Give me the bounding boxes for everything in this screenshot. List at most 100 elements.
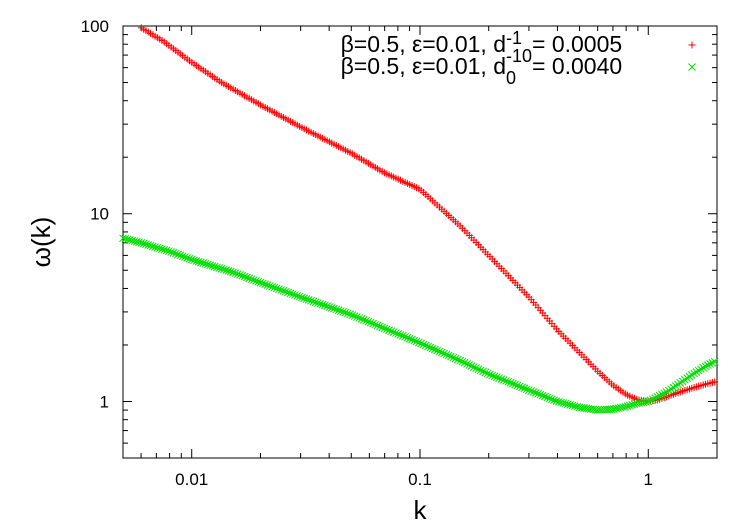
series-1-point-118 bbox=[389, 328, 398, 336]
series-1-point-51 bbox=[236, 271, 244, 279]
series-1-point-138 bbox=[435, 347, 444, 356]
series-1-point-187 bbox=[548, 395, 556, 404]
series-1-point-133 bbox=[424, 342, 432, 351]
series-1-point-111 bbox=[373, 321, 382, 330]
series-1-point-96 bbox=[339, 307, 348, 316]
series-1-point-173 bbox=[515, 382, 524, 391]
series-1-point-153 bbox=[470, 363, 478, 371]
series-1-point-191 bbox=[557, 398, 565, 407]
legend-label-red: β=0.5, ε=0.01, d bbox=[341, 31, 506, 57]
series-1-point-83 bbox=[309, 297, 318, 306]
series-1-point-181 bbox=[534, 389, 542, 398]
series-1-point-69 bbox=[277, 286, 286, 294]
series-1-point-169 bbox=[506, 378, 515, 387]
series-1-point-59 bbox=[254, 277, 263, 286]
series-1-point-147 bbox=[456, 356, 464, 365]
series-1-point-217 bbox=[616, 403, 625, 412]
series-1-point-41 bbox=[213, 263, 221, 272]
series-1-point-49 bbox=[231, 269, 240, 278]
series-1-point-100 bbox=[348, 311, 357, 319]
series-1-point-36 bbox=[201, 259, 210, 268]
series-1-point-255 bbox=[703, 361, 712, 369]
series-1-point-67 bbox=[272, 284, 281, 293]
series-1-point-175 bbox=[520, 384, 529, 393]
series-1-point-193 bbox=[561, 399, 570, 408]
series-1-point-81 bbox=[304, 296, 313, 304]
series-1-point-91 bbox=[327, 304, 336, 312]
series-1-point-257 bbox=[708, 359, 717, 367]
series-1-point-253 bbox=[699, 363, 708, 372]
series-1-point-6 bbox=[132, 237, 141, 246]
series-1-point-157 bbox=[479, 367, 487, 376]
series-1-point-174 bbox=[518, 383, 526, 392]
series-1-point-184 bbox=[541, 392, 549, 401]
series-1-point-93 bbox=[332, 305, 341, 314]
series-1-point-190 bbox=[554, 397, 563, 406]
series-1-point-160 bbox=[486, 370, 494, 379]
series-1-point-189 bbox=[552, 397, 561, 405]
series-1-point-232 bbox=[651, 394, 659, 402]
series-1-point-73 bbox=[286, 289, 295, 298]
legend: β=0.5, ε=0.01, d -1 -10 = 0.0005 β=0.5, … bbox=[341, 28, 696, 88]
series-1-point-163 bbox=[492, 373, 501, 382]
series-1-point-243 bbox=[676, 379, 685, 387]
series-1-point-71 bbox=[281, 287, 290, 296]
series-layer bbox=[119, 24, 719, 414]
series-1-point-247 bbox=[685, 372, 694, 381]
series-1-point-110 bbox=[371, 320, 380, 329]
series-1-point-7 bbox=[135, 238, 143, 247]
legend-sup-red: -1 bbox=[506, 28, 522, 48]
y-axis-label: ω(k) bbox=[26, 217, 56, 268]
series-1-point-194 bbox=[564, 400, 572, 409]
series-1-point-127 bbox=[410, 336, 419, 345]
series-1-point-129 bbox=[414, 338, 423, 347]
series-1-point-37 bbox=[204, 260, 212, 269]
series-1-point-106 bbox=[362, 316, 370, 325]
series-1-point-82 bbox=[307, 296, 315, 305]
series-1-point-236 bbox=[660, 389, 669, 398]
series-1-point-20 bbox=[165, 247, 173, 256]
series-1-point-47 bbox=[226, 267, 235, 276]
y-tick-label-2: 100 bbox=[81, 17, 109, 36]
series-1-point-60 bbox=[256, 278, 265, 287]
series-1-point-233 bbox=[653, 392, 662, 401]
series-1-point-24 bbox=[174, 250, 182, 259]
series-1-point-78 bbox=[298, 293, 306, 302]
series-1-point-130 bbox=[417, 339, 426, 348]
series-1-point-192 bbox=[559, 399, 568, 407]
series-1-point-13 bbox=[148, 242, 157, 251]
series-1-point-108 bbox=[366, 318, 375, 327]
series-1-point-155 bbox=[474, 365, 483, 374]
series-1-point-87 bbox=[318, 300, 327, 309]
series-1-point-88 bbox=[320, 301, 329, 310]
series-1-point-48 bbox=[229, 268, 237, 277]
series-1-point-61 bbox=[259, 279, 267, 288]
series-1-point-220 bbox=[623, 402, 632, 410]
series-1-point-5 bbox=[130, 237, 139, 246]
series-1-point-103 bbox=[355, 314, 364, 322]
series-1-point-161 bbox=[488, 371, 497, 380]
series-1-point-62 bbox=[261, 280, 270, 289]
series-1-point-198 bbox=[573, 402, 581, 411]
x-tick-label-0: 0.01 bbox=[175, 470, 208, 489]
series-1-point-141 bbox=[442, 350, 451, 359]
series-1-point-242 bbox=[674, 380, 682, 389]
series-1-point-28 bbox=[183, 254, 192, 262]
series-1-point-29 bbox=[185, 254, 194, 263]
series-1-point-165 bbox=[497, 375, 506, 383]
legend-marker-green-glyph bbox=[688, 63, 696, 71]
series-1-point-72 bbox=[284, 288, 292, 297]
series-1-point-149 bbox=[460, 358, 469, 367]
series-1-point-105 bbox=[359, 315, 368, 324]
series-1-point-218 bbox=[619, 403, 627, 412]
series-1-point-122 bbox=[398, 332, 407, 340]
series-1-point-238 bbox=[664, 386, 673, 395]
series-1-point-186 bbox=[545, 394, 554, 403]
series-1 bbox=[119, 234, 719, 414]
series-1-point-84 bbox=[311, 298, 320, 307]
series-1-point-245 bbox=[681, 375, 689, 384]
series-1-point-178 bbox=[527, 387, 536, 395]
series-1-point-44 bbox=[220, 265, 228, 274]
series-1-point-8 bbox=[137, 239, 146, 247]
series-1-point-2 bbox=[123, 235, 132, 244]
